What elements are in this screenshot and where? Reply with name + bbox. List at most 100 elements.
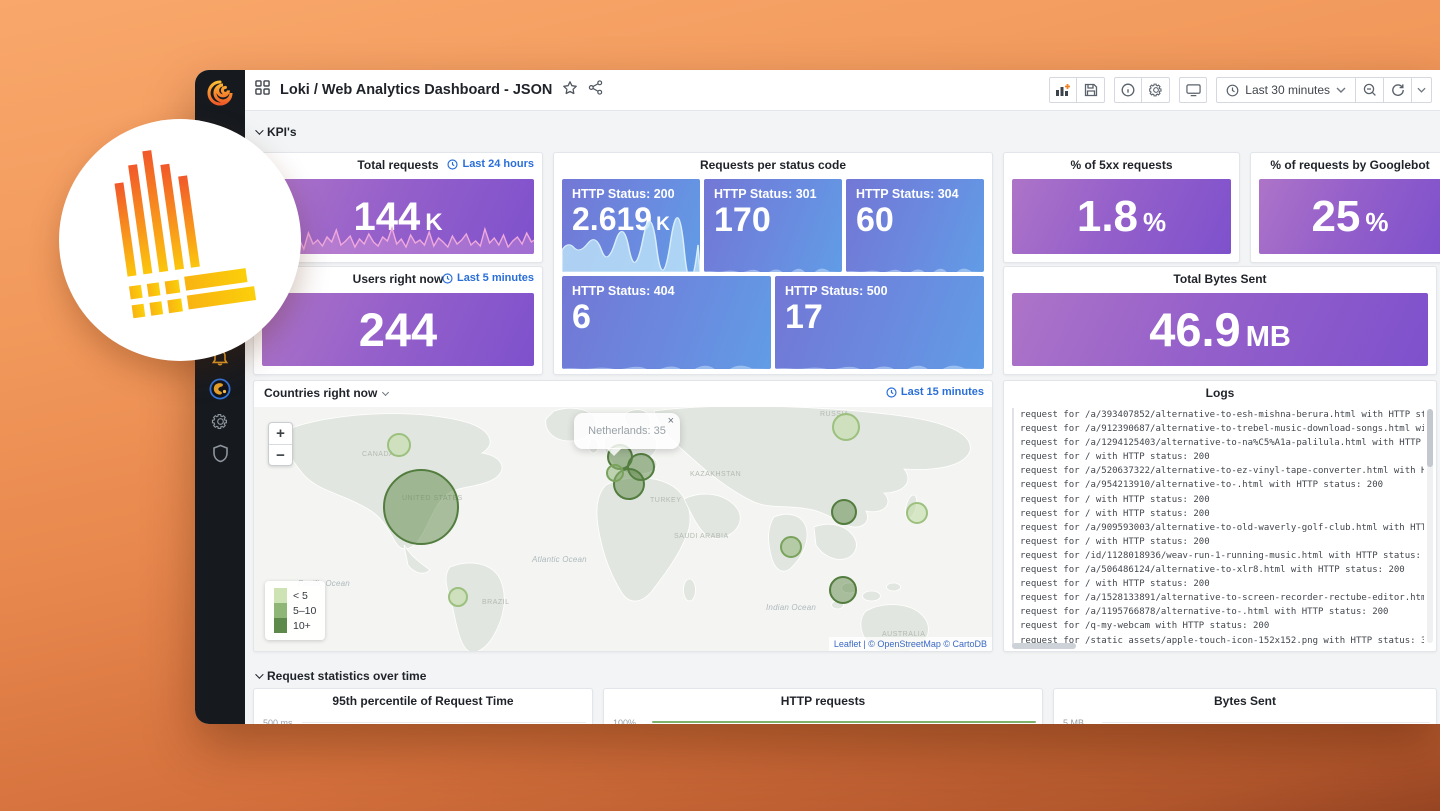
panel-title[interactable]: Total Bytes Sent — [1173, 272, 1267, 286]
sparkline — [775, 365, 984, 369]
map-country-circle[interactable] — [906, 502, 928, 524]
top-navbar: Loki / Web Analytics Dashboard - JSON — [245, 70, 1440, 111]
section-kpi[interactable]: KPI's — [255, 125, 297, 139]
panel-title[interactable]: Users right now Last 5 minutes — [352, 272, 534, 286]
panel-title[interactable]: HTTP requests — [780, 694, 866, 708]
time-range-label: Last 30 minutes — [1245, 83, 1330, 97]
log-line: request for /static assets/apple-touch-i… — [1012, 633, 1424, 647]
map-place-label: AUSTRALIA — [882, 631, 926, 638]
stat-tile[interactable]: 1.8% — [1012, 179, 1231, 254]
refresh-interval-dropdown[interactable] — [1412, 77, 1432, 103]
map-country-circle[interactable] — [387, 433, 411, 457]
grafana-window: Loki / Web Analytics Dashboard - JSON — [195, 70, 1440, 724]
status-tile[interactable]: HTTP Status: 500 17 — [775, 276, 984, 369]
add-panel-button[interactable] — [1049, 77, 1078, 103]
map-attribution[interactable]: Leaflet | © OpenStreetMap © CartoDB — [828, 637, 992, 651]
stat-tile[interactable]: 46.9 MB — [1012, 293, 1428, 366]
time-link[interactable]: Last 15 minutes — [886, 386, 984, 398]
panel-title[interactable]: Logs — [1205, 386, 1235, 400]
stat-value: 144 K — [353, 194, 443, 239]
map-country-circle[interactable] — [383, 469, 459, 545]
log-line: request for /a/1195766878/alternative-to… — [1012, 605, 1424, 620]
status-tile[interactable]: HTTP Status: 301 170 — [704, 179, 842, 272]
tooltip-close-icon[interactable]: × — [667, 415, 674, 427]
time-range-picker[interactable]: Last 30 minutes — [1216, 77, 1356, 103]
time-link[interactable]: Last 5 minutes — [442, 272, 534, 284]
map-country-circle[interactable] — [829, 576, 857, 604]
stat-tile[interactable]: 244 — [262, 293, 534, 366]
apps-grid-icon[interactable] — [255, 80, 270, 100]
sparkline — [704, 268, 842, 272]
panel-title[interactable]: Countries right now Last 15 minutes — [264, 386, 984, 400]
map-place-label: BRAZIL — [482, 599, 510, 606]
map-country-circle[interactable] — [832, 413, 860, 441]
map-place-label: RUSSIA — [820, 411, 850, 418]
status-tile[interactable]: HTTP Status: 200 2.619 K — [562, 179, 700, 272]
map-country-circle[interactable] — [613, 468, 645, 500]
save-dashboard-button[interactable] — [1077, 77, 1106, 103]
zoom-out-button[interactable] — [1356, 77, 1384, 103]
panel-title[interactable]: 95th percentile of Request Time — [332, 694, 514, 708]
log-line: request for /a/912390687/alternative-to-… — [1012, 422, 1424, 437]
logs-scrollbar[interactable] — [1427, 409, 1433, 643]
map-zoom-out-button[interactable]: − — [269, 444, 292, 465]
logs-horizontal-scrollbar[interactable] — [1012, 643, 1076, 649]
log-line: request for /a/909593003/alternative-to-… — [1012, 520, 1424, 535]
log-line: request for /a/954213910/alternative-to-… — [1012, 478, 1424, 493]
time-link[interactable]: Last 24 hours — [447, 158, 534, 170]
status-tile[interactable]: HTTP Status: 404 6 — [562, 276, 771, 369]
loki-logo-icon — [114, 150, 257, 319]
panel-title[interactable]: Requests per status code — [699, 158, 847, 172]
share-icon[interactable] — [588, 80, 603, 100]
legend-swatch — [274, 603, 287, 618]
map-country-circle[interactable] — [448, 587, 468, 607]
star-icon[interactable] — [562, 80, 578, 101]
panel-pct-5xx: % of 5xx requests 1.8% — [1003, 152, 1240, 263]
panel-requests-per-status: Requests per status code HTTP Status: 20… — [553, 152, 993, 375]
log-line: request for / with HTTP status: 200 — [1012, 506, 1424, 521]
section-request-stats[interactable]: Request statistics over time — [255, 669, 426, 683]
gridline — [1102, 722, 1430, 723]
status-tile-value: 17 — [785, 298, 823, 336]
log-line: request for /a/393407852/alternative-to-… — [1012, 408, 1424, 423]
stat-value: 244 — [358, 303, 438, 356]
panel-title[interactable]: Total requests Last 24 hours — [357, 158, 534, 172]
legend-swatch — [274, 618, 287, 633]
map-place-label: CANADA — [362, 451, 395, 458]
panel-title[interactable]: % of requests by Googlebot — [1270, 158, 1430, 172]
sparkline — [562, 217, 700, 272]
stat-tile[interactable]: 144 K — [262, 179, 534, 254]
log-line: request for / with HTTP status: 200 — [1012, 577, 1424, 592]
collapse-chevron-icon — [255, 670, 264, 679]
panel-p95-request-time: 95th percentile of Request Time 500 ms — [253, 688, 593, 724]
stat-tile[interactable]: 25% — [1259, 179, 1440, 254]
legend-label: 5–10 — [293, 604, 317, 617]
status-tile-label: HTTP Status: 500 — [785, 284, 888, 298]
world-map-icon[interactable] — [208, 377, 232, 401]
tv-mode-button[interactable] — [1179, 77, 1208, 103]
log-line: request for / with HTTP status: 200 — [1012, 492, 1424, 507]
stat-value: 25% — [1311, 191, 1389, 241]
settings-gear-icon[interactable] — [208, 409, 232, 433]
shield-icon[interactable] — [208, 441, 232, 465]
world-map[interactable]: CANADAUNITED STATESBRAZILRUSSIAKAZAKHSTA… — [254, 407, 992, 651]
map-country-circle[interactable] — [780, 536, 802, 558]
refresh-button[interactable] — [1384, 77, 1412, 103]
map-place-label: Atlantic Ocean — [532, 555, 587, 564]
grafana-logo-icon[interactable] — [206, 79, 234, 107]
map-zoom-in-button[interactable]: + — [276, 425, 285, 442]
stat-value: 1.8% — [1076, 191, 1167, 241]
map-place-label: Indian Ocean — [766, 603, 816, 612]
panel-title[interactable]: Bytes Sent — [1213, 694, 1277, 708]
map-country-circle[interactable] — [831, 499, 857, 525]
status-tile[interactable]: HTTP Status: 304 60 — [846, 179, 984, 272]
panel-title[interactable]: % of 5xx requests — [1070, 158, 1173, 172]
panel-info-button[interactable] — [1114, 77, 1143, 103]
status-tiles-row-2: HTTP Status: 404 6 HTTP Status: 500 17 — [562, 276, 984, 369]
panel-users-right-now: Users right now Last 5 minutes 244 — [253, 266, 543, 375]
map-country-circle[interactable] — [606, 464, 624, 482]
dashboard-settings-button[interactable] — [1142, 77, 1171, 103]
map-place-label: KAZAKHSTAN — [690, 471, 742, 478]
status-tile-label: HTTP Status: 301 — [714, 187, 817, 201]
